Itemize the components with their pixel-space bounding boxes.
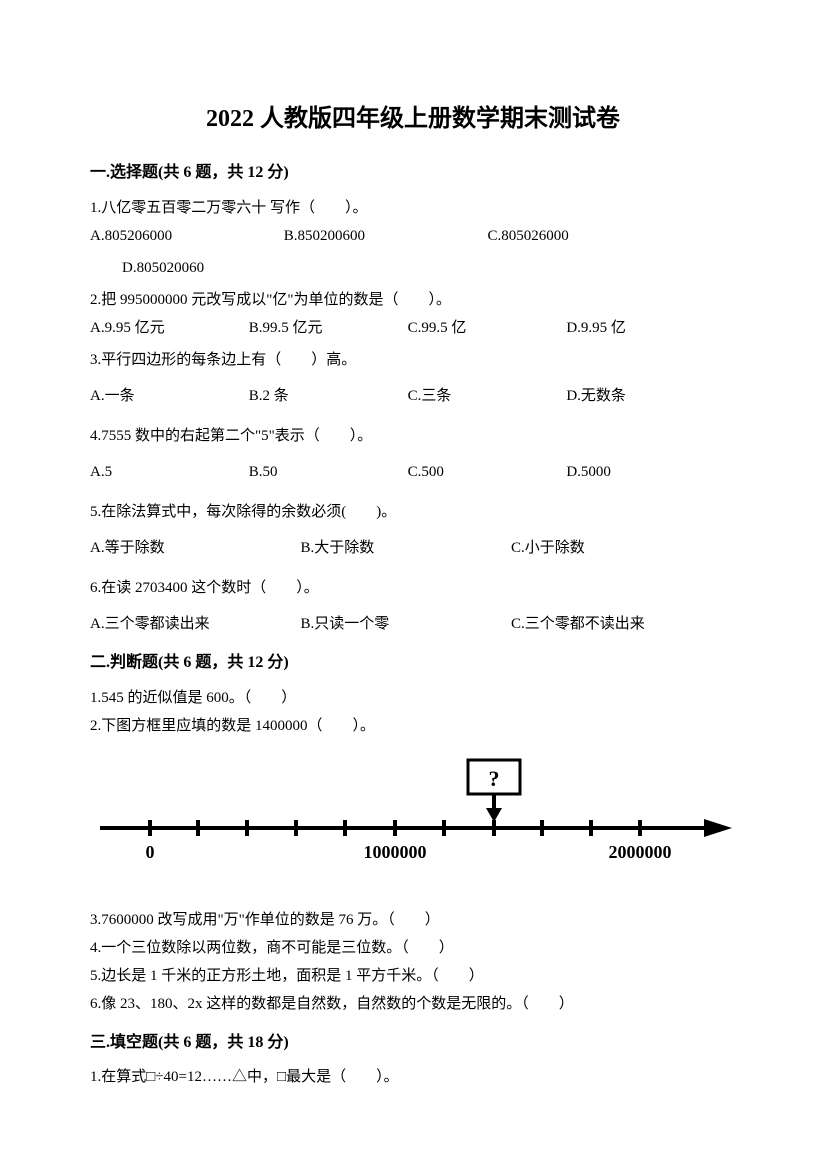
s1-q5-opt-b: B.大于除数 bbox=[300, 536, 507, 560]
s1-q2-opt-c: C.99.5 亿 bbox=[408, 316, 563, 340]
tick-label-0: 0 bbox=[146, 842, 155, 862]
s1-q2-text: 2.把 995000000 元改写成以"亿"为单位的数是（ ）。 bbox=[90, 288, 736, 312]
s1-q1-opt-d-row: D.805020060 bbox=[90, 256, 736, 280]
s1-q6-opt-a: A.三个零都读出来 bbox=[90, 612, 297, 636]
s2-q4: 4.一个三位数除以两位数，商不可能是三位数。（ ） bbox=[90, 936, 736, 960]
tick-label-2m: 2000000 bbox=[609, 842, 672, 862]
page-title: 2022 人教版四年级上册数学期末测试卷 bbox=[90, 100, 736, 138]
s1-q2-opt-a: A.9.95 亿元 bbox=[90, 316, 245, 340]
s1-q3-opt-d: D.无数条 bbox=[566, 384, 721, 408]
s1-q1-opt-d: D.805020060 bbox=[122, 256, 204, 280]
s1-q6-opt-b: B.只读一个零 bbox=[300, 612, 507, 636]
s1-q5-opt-a: A.等于除数 bbox=[90, 536, 297, 560]
s1-q4-opt-b: B.50 bbox=[249, 460, 404, 484]
s1-q6-opt-c: C.三个零都不读出来 bbox=[511, 612, 718, 636]
s1-q1-text: 1.八亿零五百零二万零六十 写作（ ）。 bbox=[90, 196, 736, 220]
qmark-arrow-head bbox=[486, 808, 502, 822]
s1-q3-opt-c: C.三条 bbox=[408, 384, 563, 408]
s3-q1: 1.在算式□÷40=12……△中，□最大是（ ）。 bbox=[90, 1065, 736, 1089]
s1-q3-opt-b: B.2 条 bbox=[249, 384, 404, 408]
numberline-diagram: ? 0 1000000 2000000 bbox=[90, 758, 736, 878]
s1-q6-text: 6.在读 2703400 这个数时（ ）。 bbox=[90, 576, 736, 600]
s1-q5-opt-c: C.小于除数 bbox=[511, 536, 718, 560]
section-1-heading: 一.选择题(共 6 题，共 12 分) bbox=[90, 160, 736, 186]
s1-q3-text: 3.平行四边形的每条边上有（ ）高。 bbox=[90, 348, 736, 372]
s1-q5-options: A.等于除数 B.大于除数 C.小于除数 bbox=[90, 536, 736, 560]
qmark-text: ? bbox=[489, 766, 500, 791]
s2-q2: 2.下图方框里应填的数是 1400000（ ）。 bbox=[90, 714, 736, 738]
s1-q5-text: 5.在除法算式中，每次除得的余数必须( )。 bbox=[90, 500, 736, 524]
s1-q1-opt-b: B.850200600 bbox=[284, 224, 484, 248]
s1-q4-opt-c: C.500 bbox=[408, 460, 563, 484]
s1-q3-opt-a: A.一条 bbox=[90, 384, 245, 408]
s1-q1-opt-a: A.805206000 bbox=[90, 224, 280, 248]
s2-q1: 1.545 的近似值是 600。（ ） bbox=[90, 686, 736, 710]
s1-q4-text: 4.7555 数中的右起第二个"5"表示（ ）。 bbox=[90, 424, 736, 448]
s1-q1-options: A.805206000 B.850200600 C.805026000 bbox=[90, 224, 736, 248]
s1-q2-options: A.9.95 亿元 B.99.5 亿元 C.99.5 亿 D.9.95 亿 bbox=[90, 316, 736, 340]
s1-q4-options: A.5 B.50 C.500 D.5000 bbox=[90, 460, 736, 484]
s1-q2-opt-d: D.9.95 亿 bbox=[566, 316, 721, 340]
s1-q1-opt-c: C.805026000 bbox=[488, 224, 569, 248]
s1-q2-opt-b: B.99.5 亿元 bbox=[249, 316, 404, 340]
numberline-arrowhead bbox=[704, 819, 732, 837]
s2-q3: 3.7600000 改写成用"万"作单位的数是 76 万。（ ） bbox=[90, 908, 736, 932]
s2-q6: 6.像 23、180、2x 这样的数都是自然数，自然数的个数是无限的。（ ） bbox=[90, 992, 736, 1016]
s1-q6-options: A.三个零都读出来 B.只读一个零 C.三个零都不读出来 bbox=[90, 612, 736, 636]
tick-label-1m: 1000000 bbox=[364, 842, 427, 862]
s1-q4-opt-d: D.5000 bbox=[566, 460, 721, 484]
s1-q4-opt-a: A.5 bbox=[90, 460, 245, 484]
s2-q5: 5.边长是 1 千米的正方形土地，面积是 1 平方千米。（ ） bbox=[90, 964, 736, 988]
s1-q3-options: A.一条 B.2 条 C.三条 D.无数条 bbox=[90, 384, 736, 408]
section-3-heading: 三.填空题(共 6 题，共 18 分) bbox=[90, 1030, 736, 1056]
section-2-heading: 二.判断题(共 6 题，共 12 分) bbox=[90, 650, 736, 676]
